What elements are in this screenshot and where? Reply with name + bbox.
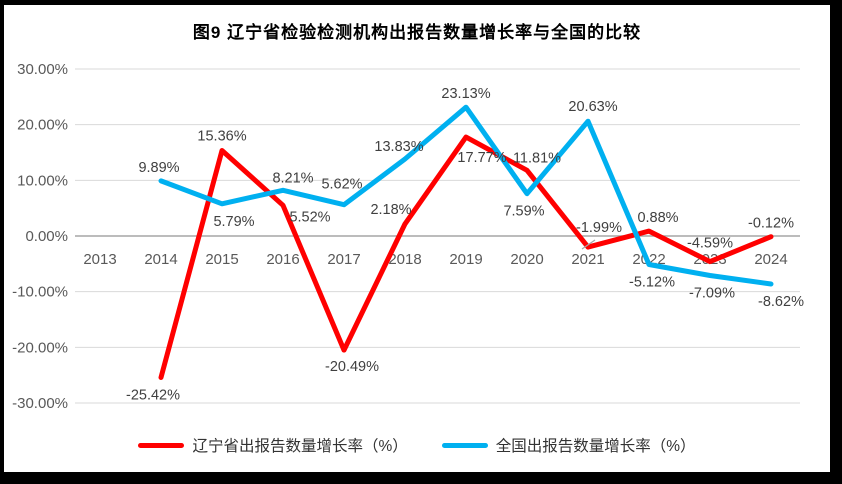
- chart-legend: 辽宁省出报告数量增长率（%） 全国出报告数量增长率（%）: [4, 434, 830, 456]
- liaoning-data-label: 0.88%: [637, 210, 678, 226]
- national-data-label: 7.59%: [503, 204, 544, 220]
- national-data-label: -7.09%: [689, 285, 735, 301]
- chart-title: 图9 辽宁省检验检测机构出报告数量增长率与全国的比较: [192, 23, 642, 42]
- liaoning-data-label: 15.36%: [197, 128, 246, 144]
- x-axis-year-label: 2016: [266, 251, 299, 268]
- y-axis-tick-label: 30.00%: [17, 61, 68, 78]
- national-data-label: 8.21%: [272, 170, 313, 186]
- legend-item-liaoning: 辽宁省出报告数量增长率（%）: [138, 434, 408, 456]
- y-axis-tick-label: 0.00%: [25, 228, 68, 245]
- national-data-label: 5.79%: [213, 214, 254, 230]
- y-axis-tick-label: -10.00%: [12, 284, 68, 301]
- y-axis-tick-label: -20.00%: [12, 339, 68, 356]
- liaoning-data-label: -0.12%: [748, 216, 794, 232]
- line-chart-plot-area: 30.00% 20.00% 10.00% 0.00% -10.00% -20.00% -30…: [12, 61, 804, 412]
- national-data-label: 20.63%: [568, 99, 617, 115]
- x-axis-year-label: 2018: [388, 251, 421, 268]
- liaoning-series-swatch-icon: [138, 442, 185, 448]
- legend-label-liaoning: 辽宁省出报告数量增长率（%）: [192, 438, 408, 455]
- x-axis-year-label: 2013: [83, 251, 116, 268]
- liaoning-series-line: [158, 134, 774, 380]
- x-axis-year-label: 2014: [144, 251, 177, 268]
- liaoning-data-label: 5.52%: [289, 209, 330, 225]
- national-series-line: [158, 104, 774, 287]
- liaoning-data-label: 17.77%: [457, 150, 506, 166]
- y-axis-tick-label: 10.00%: [17, 172, 68, 189]
- x-axis-year-label: 2015: [205, 251, 238, 268]
- x-axis-year-label: 2019: [449, 251, 482, 268]
- x-axis-year-label: 2021: [571, 251, 604, 268]
- national-data-label: 13.83%: [374, 139, 423, 155]
- liaoning-data-label: -20.49%: [325, 359, 379, 375]
- x-axis-year-label: 2017: [327, 251, 360, 268]
- national-data-label: -5.12%: [629, 275, 675, 291]
- national-data-label: 5.62%: [321, 177, 362, 193]
- legend-item-national: 全国出报告数量增长率（%）: [441, 434, 696, 456]
- national-data-label: -8.62%: [758, 294, 804, 310]
- x-axis-year-label: 2024: [754, 251, 787, 268]
- y-axis-tick-label: -30.00%: [12, 395, 68, 412]
- y-axis-tick-label: 20.00%: [17, 117, 68, 134]
- liaoning-data-label: -4.59%: [687, 236, 733, 252]
- liaoning-data-label: 11.81%: [513, 150, 561, 166]
- national-data-label: 9.89%: [138, 160, 179, 176]
- legend-label-national: 全国出报告数量增长率（%）: [495, 438, 696, 455]
- x-axis-year-label: 2020: [510, 251, 543, 268]
- liaoning-data-label: 2.18%: [370, 202, 411, 218]
- data-label-leader-line: [581, 239, 596, 250]
- national-data-label: 23.13%: [441, 86, 490, 102]
- chart-canvas: 图9 辽宁省检验检测机构出报告数量增长率与全国的比较 30.00% 20.00% 1…: [4, 5, 830, 472]
- liaoning-data-label: -1.99%: [576, 220, 622, 236]
- national-series-swatch-icon: [441, 442, 488, 448]
- liaoning-data-label: -25.42%: [126, 388, 180, 404]
